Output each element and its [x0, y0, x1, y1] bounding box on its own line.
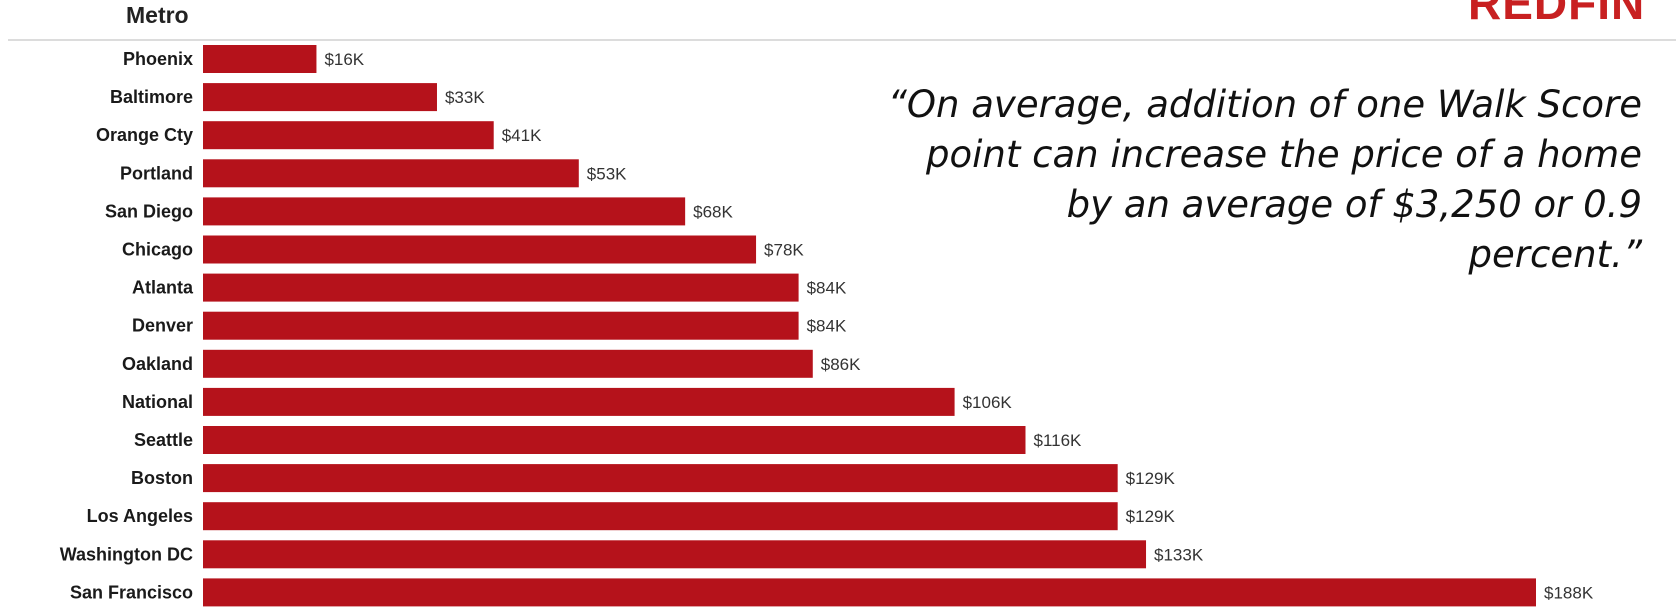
bar-portland	[203, 159, 579, 188]
bar-boston	[203, 464, 1118, 493]
category-label-oakland: Oakland	[122, 354, 193, 374]
bar-orange-cty	[203, 121, 494, 150]
bar-phoenix	[203, 45, 317, 73]
value-label-los-angeles: $129K	[1126, 507, 1176, 526]
value-label-orange-cty: $41K	[502, 126, 542, 145]
category-label-atlanta: Atlanta	[132, 278, 194, 298]
category-label-portland: Portland	[120, 163, 193, 183]
value-label-san-francisco: $188K	[1544, 583, 1594, 602]
value-label-seattle: $116K	[1033, 431, 1082, 450]
category-label-denver: Denver	[132, 316, 193, 336]
value-label-oakland: $86K	[821, 355, 861, 374]
value-label-national: $106K	[963, 393, 1013, 412]
value-label-washington-dc: $133K	[1154, 545, 1204, 564]
bar-oakland	[203, 349, 813, 378]
category-label-san-francisco: San Francisco	[70, 582, 193, 602]
bar-denver	[203, 311, 799, 340]
category-label-national: National	[122, 392, 193, 412]
category-label-washington-dc: Washington DC	[60, 544, 193, 564]
bar-national	[203, 387, 955, 416]
value-label-portland: $53K	[587, 164, 627, 183]
value-label-baltimore: $33K	[445, 88, 485, 107]
category-label-boston: Boston	[131, 468, 193, 488]
bar-seattle	[203, 426, 1026, 454]
bar-chicago	[203, 235, 757, 264]
category-label-baltimore: Baltimore	[110, 87, 193, 107]
value-label-atlanta: $84K	[807, 279, 847, 298]
category-label-chicago: Chicago	[122, 240, 193, 260]
value-label-phoenix: $16K	[324, 50, 364, 69]
bar-san-francisco	[203, 578, 1536, 607]
value-label-chicago: $78K	[764, 241, 804, 260]
redfin-logo: REDFIN	[1468, 0, 1646, 29]
bar-baltimore	[203, 83, 437, 112]
category-label-seattle: Seattle	[134, 430, 193, 450]
quote-text: “On average, addition of one Walk Score …	[887, 83, 1642, 276]
category-axis-label: Metro	[126, 2, 189, 28]
category-label-san-diego: San Diego	[105, 201, 193, 221]
bar-washington-dc	[203, 540, 1147, 569]
value-label-denver: $84K	[807, 317, 847, 336]
category-label-phoenix: Phoenix	[123, 49, 193, 69]
category-label-orange-cty: Orange Cty	[96, 125, 193, 145]
bars-group: Phoenix $16K Baltimore $33K Orange Cty $41K Po…	[60, 45, 1594, 607]
bar-atlanta	[203, 273, 799, 302]
value-label-boston: $129K	[1126, 469, 1176, 488]
value-label-san-diego: $68K	[693, 202, 733, 221]
header-divider	[8, 39, 1676, 41]
category-label-los-angeles: Los Angeles	[87, 506, 193, 526]
bar-san-diego	[203, 197, 686, 226]
bar-los-angeles	[203, 502, 1118, 531]
